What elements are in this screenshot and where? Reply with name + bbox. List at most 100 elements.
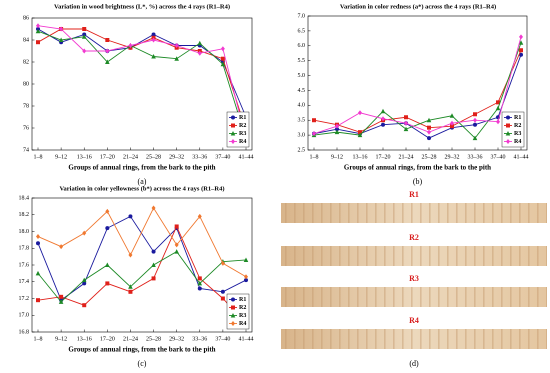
data-point [35, 28, 41, 34]
data-point [473, 122, 477, 127]
y-tick-label: 17.8 [19, 246, 30, 252]
data-point [81, 34, 87, 39]
data-point [312, 131, 316, 137]
data-point [197, 213, 202, 219]
series-line [37, 215, 247, 301]
data-point [220, 260, 225, 266]
legend-label: R1 [514, 115, 521, 121]
panel-label: (c) [138, 359, 147, 368]
x-axis-label: Groups of annual rings, from the bark to… [344, 164, 491, 172]
x-tick-label: 25–28 [422, 154, 437, 160]
x-tick-label: 17–20 [100, 336, 115, 342]
data-point [496, 119, 500, 125]
y-tick-label: 18.0 [19, 229, 30, 235]
x-tick-label: 1–8 [34, 336, 43, 342]
data-point [518, 40, 524, 45]
y-tick-label: 80 [23, 81, 29, 87]
legend-box [226, 111, 250, 148]
data-point [105, 262, 110, 267]
data-point [220, 289, 225, 294]
data-point [58, 37, 64, 42]
x-tick-label: 33–36 [192, 336, 207, 342]
x-tick-label: 13–16 [77, 154, 92, 160]
plot-frame [31, 17, 253, 151]
data-point [59, 244, 64, 250]
y-tick-label: 2.5 [298, 147, 306, 153]
wood-rings [281, 287, 547, 307]
x-tick-label: 21–24 [123, 336, 138, 342]
x-tick-label: 41–44 [239, 336, 254, 342]
data-point [151, 205, 156, 211]
y-tick-label: 3.5 [298, 118, 306, 124]
data-point [174, 224, 179, 229]
legend-label: R3 [514, 131, 521, 137]
y-tick-label: 16.8 [19, 329, 30, 335]
legend-marker [231, 305, 235, 310]
y-tick-label: 4.5 [298, 88, 306, 94]
chart-title: Variation in color yellowness (b*) acros… [59, 185, 224, 192]
x-tick-label: 37–40 [491, 154, 506, 160]
y-tick-label: 6.5 [298, 28, 306, 34]
sample-label: R2 [409, 233, 419, 242]
x-tick-label: 41–44 [239, 154, 254, 160]
data-point [334, 129, 340, 135]
data-point [105, 48, 110, 54]
x-tick-label: 33–36 [192, 154, 207, 160]
data-point [151, 32, 156, 37]
y-tick-label: 76 [23, 125, 29, 131]
series-line [37, 25, 247, 140]
x-tick-label: 29–32 [445, 154, 460, 160]
legend-marker [231, 123, 235, 128]
legend-marker [231, 115, 235, 120]
y-tick-label: 6.0 [298, 43, 306, 49]
y-tick-label: 18.2 [19, 212, 30, 218]
data-point [82, 303, 87, 308]
legend-marker [230, 313, 236, 318]
data-point [105, 226, 110, 231]
data-point [36, 23, 40, 29]
series-line [313, 50, 522, 133]
y-tick-label: 74 [23, 147, 29, 153]
x-axis-label: Groups of annual rings, from the bark to… [68, 346, 215, 354]
x-tick-label: 17–20 [100, 154, 115, 160]
x-tick-label: 17–20 [376, 154, 391, 160]
legend-marker [231, 139, 235, 144]
data-point [128, 284, 133, 289]
legend-marker [506, 115, 510, 120]
x-tick-label: 29–32 [169, 154, 184, 160]
y-tick-label: 17.4 [19, 279, 30, 285]
data-point [427, 129, 431, 135]
data-point [404, 120, 408, 126]
data-point [519, 52, 523, 57]
y-tick-label: 17.6 [19, 262, 30, 268]
y-tick-label: 84 [23, 37, 29, 43]
data-point [357, 132, 363, 138]
series-line [37, 207, 247, 278]
sample-label: R4 [409, 316, 419, 325]
data-point [380, 108, 386, 114]
data-point [105, 281, 110, 286]
data-point [128, 43, 133, 48]
data-point [381, 122, 385, 127]
data-point [220, 46, 225, 52]
legend-label: R2 [239, 305, 246, 311]
x-tick-label: 21–24 [399, 154, 414, 160]
data-point [174, 56, 179, 61]
panel-label: (b) [413, 177, 423, 186]
series-line [313, 42, 522, 139]
data-point [105, 208, 110, 214]
data-point [174, 242, 179, 248]
legend-marker [231, 297, 235, 302]
legend-marker [230, 131, 236, 136]
data-point [82, 281, 87, 286]
data-point [197, 50, 202, 56]
y-tick-label: 17.0 [19, 313, 30, 319]
x-tick-label: 9–12 [331, 154, 343, 160]
y-tick-label: 17.2 [19, 296, 30, 302]
sample-label: R1 [409, 190, 419, 199]
data-point [59, 26, 64, 32]
data-point [519, 34, 523, 40]
y-tick-label: 5.0 [298, 73, 306, 79]
data-point [496, 100, 500, 105]
data-point [426, 117, 432, 123]
